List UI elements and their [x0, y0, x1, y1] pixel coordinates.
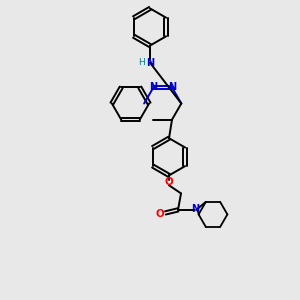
- Text: O: O: [165, 177, 173, 187]
- Text: N: N: [191, 204, 199, 214]
- Text: N: N: [146, 58, 154, 68]
- Text: H: H: [138, 58, 145, 67]
- Text: O: O: [156, 209, 164, 219]
- Text: N: N: [168, 82, 176, 92]
- Text: N: N: [149, 82, 158, 92]
